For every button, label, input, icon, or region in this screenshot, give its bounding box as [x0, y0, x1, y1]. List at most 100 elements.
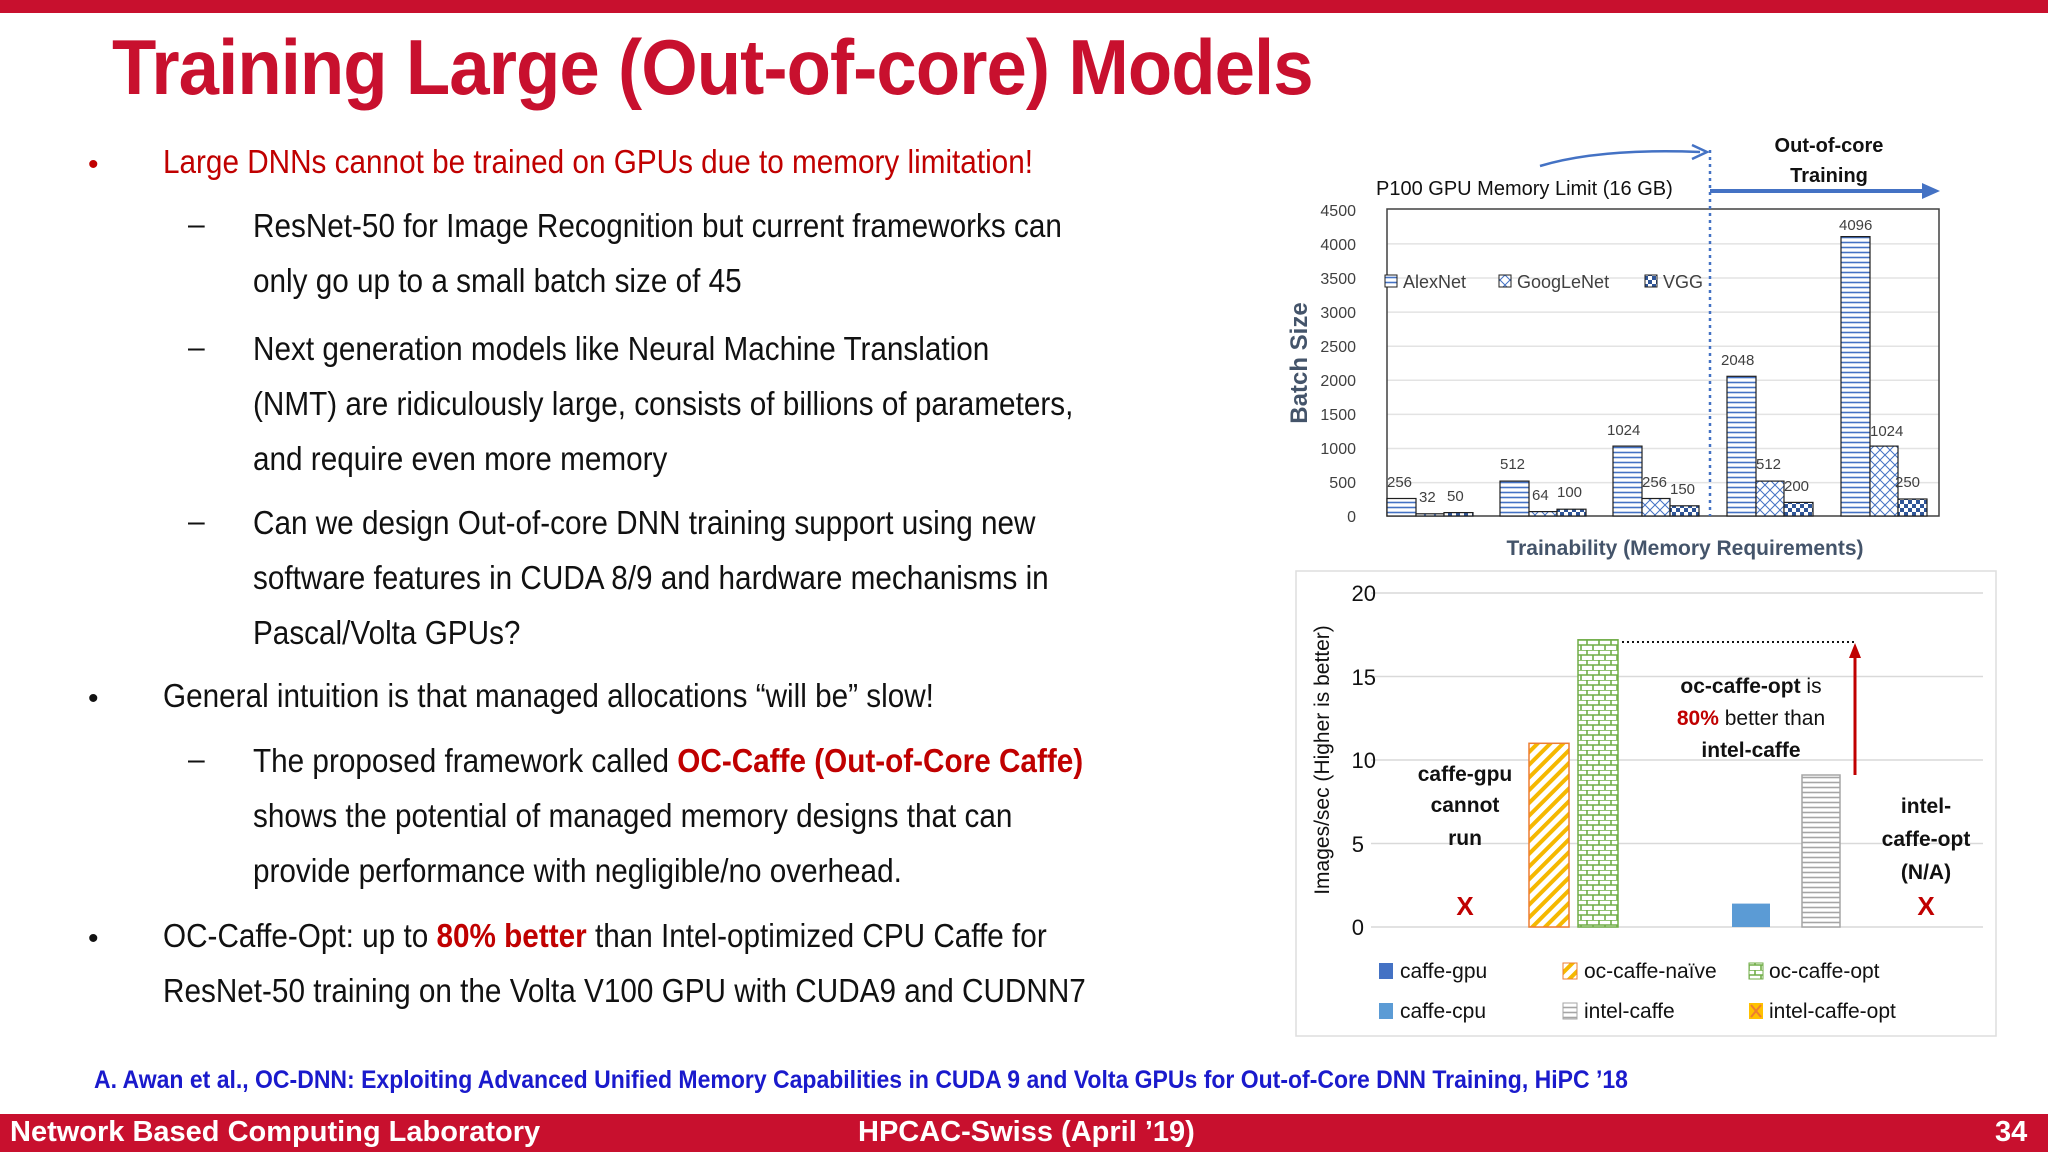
out-of-core-label-line1: Out-of-core [1775, 135, 1884, 157]
legend-swatch-oc-caffe-naive [1562, 962, 1578, 980]
svg-text:3500: 3500 [1320, 271, 1356, 288]
annotation-intel-caffe-opt: intel- caffe-opt (N/A) X [1882, 795, 1971, 921]
svg-text:512: 512 [1756, 456, 1781, 473]
bullet-text: Large DNNs cannot be trained on GPUs due… [163, 143, 1033, 180]
x-axis-label: Trainability (Memory Requirements) [1506, 537, 1863, 560]
arrowhead-icon [1849, 643, 1861, 658]
bar-alexnet-1 [1386, 497, 1417, 517]
svg-text:512: 512 [1500, 456, 1525, 473]
svg-text:200: 200 [1784, 478, 1809, 495]
bar-series [1386, 236, 1928, 517]
throughput-chart: 20 15 10 5 0 Images/sec (Higher is bette… [1295, 570, 1997, 1037]
svg-text:1500: 1500 [1320, 407, 1356, 424]
bullet-text: General intuition is that managed alloca… [163, 677, 934, 714]
batch-size-chart: 4500 4000 3500 3000 2500 2000 1500 1000 … [1286, 135, 1940, 560]
annotation-80-percent: oc-caffe-opt is 80% better than intel-ca… [1677, 675, 1825, 762]
bar-googlenet-4 [1755, 480, 1785, 517]
svg-text:4000: 4000 [1320, 237, 1356, 254]
legend-label-googlenet: GoogLeNet [1517, 272, 1609, 292]
bar-alexnet-5 [1840, 236, 1871, 517]
svg-text:250: 250 [1895, 474, 1920, 491]
sub-bullet-text: shows the potential of managed memory de… [253, 797, 1013, 834]
x-mark-icon: X [1917, 891, 1935, 921]
y-axis-label: Images/sec (Higher is better) [1311, 625, 1334, 895]
svg-text:2500: 2500 [1320, 339, 1356, 356]
dash-marker: – [188, 743, 205, 776]
gridlines [1371, 592, 1983, 928]
bar-vgg-5 [1897, 498, 1928, 517]
annotation-line: intel- [1901, 795, 1951, 818]
bar-oc-caffe-opt [1577, 639, 1619, 928]
bar-oc-caffe-naive [1528, 742, 1570, 928]
svg-text:3000: 3000 [1320, 305, 1356, 322]
svg-text:1024: 1024 [1870, 423, 1903, 440]
legend-label-vgg: VGG [1663, 272, 1703, 292]
legend: caffe-gpu oc-caffe-naïve oc-caffe-opt ca… [1379, 960, 1896, 1023]
svg-text:1024: 1024 [1607, 422, 1640, 439]
bullet-marker: • [88, 922, 99, 955]
annotation-line: caffe-gpu [1418, 763, 1513, 786]
annotation-line: cannot [1431, 794, 1500, 817]
legend-swatch-alexnet [1384, 274, 1398, 288]
annotation-80: 80% [1677, 707, 1719, 730]
svg-text:100: 100 [1557, 484, 1582, 501]
bullet-marker: • [88, 682, 99, 715]
annotation-line: run [1448, 827, 1482, 850]
svg-text:256: 256 [1642, 474, 1667, 491]
text-segment: than Intel-optimized CPU Caffe for [586, 917, 1047, 954]
arrowhead-icon [1922, 183, 1940, 199]
x-mark-icon: X [1456, 891, 1474, 921]
legend-label: intel-caffe [1584, 1000, 1675, 1023]
arrowhead-icon [1691, 143, 1710, 161]
data-labels: 256 32 50 512 64 100 1024 256 150 2048 5… [1387, 217, 1920, 506]
dash-marker: – [188, 331, 205, 364]
top-accent-bar [0, 0, 2048, 13]
bar-googlenet-3 [1641, 497, 1671, 517]
bar-alexnet-2 [1499, 480, 1530, 517]
citation: A. Awan et al., OC-DNN: Exploiting Advan… [94, 1066, 1628, 1094]
svg-text:4096: 4096 [1839, 217, 1872, 234]
svg-text:2048: 2048 [1721, 352, 1754, 369]
bar-googlenet-5 [1869, 445, 1899, 517]
svg-text:0: 0 [1347, 509, 1356, 526]
bar-alexnet-4 [1726, 375, 1757, 517]
annotation-text: is [1801, 675, 1822, 698]
svg-text:64: 64 [1532, 487, 1549, 504]
slide-title: Training Large (Out-of-core) Models [112, 23, 1314, 111]
sub-bullet-text: only go up to a small batch size of 45 [253, 262, 742, 299]
annotation-bold: intel-caffe [1701, 739, 1800, 762]
svg-text:50: 50 [1447, 488, 1464, 505]
annotation-line: caffe-opt [1882, 828, 1971, 851]
highlight-oc-caffe: OC-Caffe (Out-of-Core Caffe) [677, 742, 1084, 779]
bar-alexnet-3 [1612, 445, 1643, 517]
curved-arrow-icon [1539, 150, 1701, 168]
sub-bullet-text: Can we design Out-of-core DNN training s… [253, 504, 1036, 541]
legend-label: caffe-cpu [1400, 1000, 1486, 1023]
highlight-80-better: 80% better [436, 917, 587, 954]
legend-label: oc-caffe-naïve [1584, 960, 1717, 983]
bar-intel-caffe [1801, 774, 1841, 928]
bar-vgg-2 [1556, 508, 1587, 517]
legend-label: intel-caffe-opt [1769, 1000, 1896, 1023]
svg-text:5: 5 [1352, 832, 1364, 857]
svg-text:2000: 2000 [1320, 373, 1356, 390]
svg-text:oc-caffe-opt is: oc-caffe-opt is [1680, 675, 1821, 698]
bar-vgg-1 [1443, 511, 1474, 517]
svg-text:500: 500 [1329, 475, 1356, 492]
footer-event: HPCAC-Swiss (April ’19) [858, 1116, 1195, 1148]
legend-label: caffe-gpu [1400, 960, 1487, 983]
svg-text:4500: 4500 [1320, 203, 1356, 220]
sub-bullet-text: The proposed framework called OC-Caffe (… [253, 742, 1083, 780]
bullet-text: OC-Caffe-Opt: up to 80% better than Inte… [163, 917, 1047, 955]
svg-text:15: 15 [1352, 665, 1376, 690]
bar-googlenet-2 [1528, 511, 1558, 517]
svg-text:150: 150 [1670, 481, 1695, 498]
legend-swatch-vgg [1644, 274, 1658, 288]
legend-swatch-intel-caffe [1562, 1002, 1578, 1020]
annotation-text: better than [1719, 707, 1825, 730]
svg-text:80% better than: 80% better than [1677, 707, 1825, 730]
legend-label: oc-caffe-opt [1769, 960, 1880, 983]
sub-bullet-text: and require even more memory [253, 440, 668, 477]
bowtie-pattern [1750, 1004, 1762, 1018]
svg-text:10: 10 [1352, 748, 1376, 773]
